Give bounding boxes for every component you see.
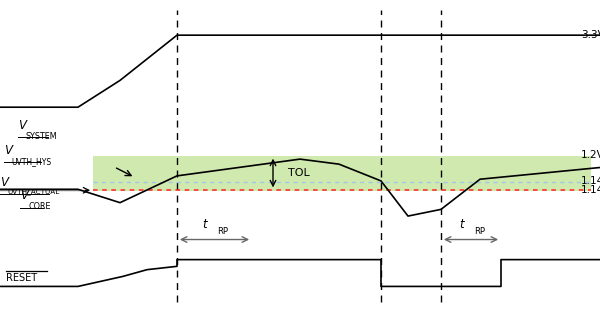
Text: TOL: TOL — [288, 168, 310, 178]
Text: CORE: CORE — [28, 202, 50, 211]
Text: $V$: $V$ — [4, 144, 14, 157]
Text: RP: RP — [474, 226, 485, 236]
Text: SYSTEM: SYSTEM — [26, 132, 58, 141]
Text: $V$: $V$ — [0, 176, 11, 189]
Text: $t$: $t$ — [202, 218, 209, 231]
Text: UVTH_ACTUAL: UVTH_ACTUAL — [8, 189, 60, 195]
Text: $t$: $t$ — [458, 218, 466, 231]
Text: 1.146V: 1.146V — [581, 176, 600, 186]
Bar — [93, 156, 591, 191]
Text: $V$: $V$ — [18, 119, 29, 132]
Text: RESET: RESET — [6, 273, 37, 283]
Text: UVTH_HYS: UVTH_HYS — [11, 157, 52, 166]
Text: 1.14V: 1.14V — [581, 185, 600, 195]
Text: $V$: $V$ — [20, 189, 31, 202]
Text: 1.2V: 1.2V — [581, 150, 600, 160]
Text: RP: RP — [218, 226, 229, 236]
Text: 3.3V: 3.3V — [581, 30, 600, 40]
